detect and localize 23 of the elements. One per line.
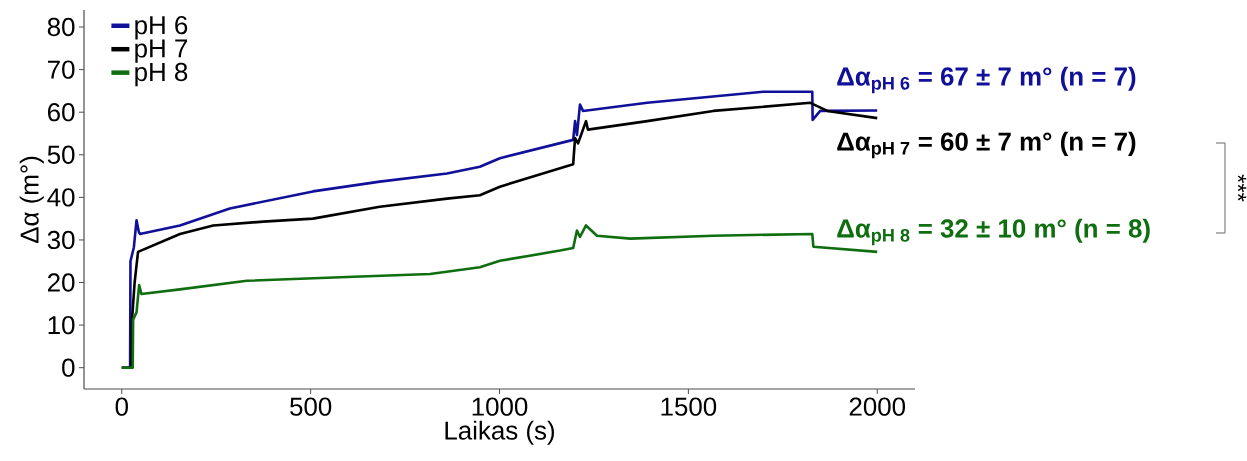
y-tick-label: 80 <box>47 17 75 37</box>
y-tick-label: 70 <box>48 60 75 79</box>
x-axis-title: Laikas (s) <box>445 420 554 445</box>
legend-label: pH 7 <box>135 39 188 63</box>
y-tick-label: 60 <box>47 103 75 122</box>
legend-label: pH 8 <box>135 62 188 87</box>
x-tick-label: 2000 <box>849 397 906 416</box>
y-axis-title: Δα (m°) <box>19 156 44 244</box>
annotation: Δα$_{pH 7}$ = 60 ± 7 m° (n = 7) <box>837 131 1136 159</box>
text: *** <box>1237 174 1247 202</box>
annotation: Δα$_{pH 6}$ = 67 ± 7 m° (n = 7) <box>837 66 1136 94</box>
y-tick-label: 20 <box>47 273 75 292</box>
y-tick-label: 30 <box>47 230 75 250</box>
y-tick-label: 0 <box>62 358 75 377</box>
x-tick-label: 0 <box>115 397 128 416</box>
y-tick-label: 10 <box>48 315 75 335</box>
x-tick-label: 1500 <box>661 397 717 416</box>
y-tick-label: 40 <box>47 188 75 207</box>
annotation: Δα$_{pH 8}$ = 32 ± 10 m° (n = 8) <box>837 218 1150 246</box>
x-tick-label: 1000 <box>472 397 528 416</box>
legend-label: pH 6 <box>135 15 188 40</box>
y-tick-label: 50 <box>47 145 75 164</box>
x-tick-label: 500 <box>290 397 332 416</box>
